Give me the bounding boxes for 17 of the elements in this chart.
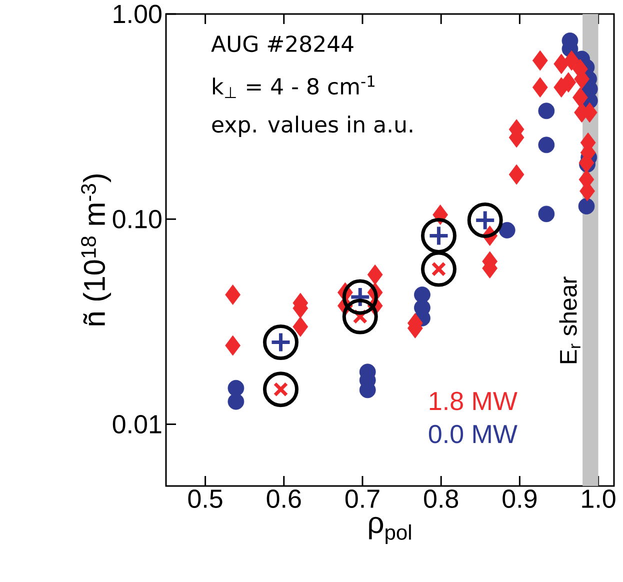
y-tick-label: 0.01 xyxy=(112,415,162,434)
band-label: E$_{r}$ shear xyxy=(559,276,580,364)
x-axis-title: ρ$_{pol}$ xyxy=(369,516,411,544)
y-tick-label: 0.10 xyxy=(112,210,162,228)
annotation: exp. values in a.u. xyxy=(212,116,412,137)
annotation: k$_{⊥}$ = 4 - 8 cm$^{-1}$ xyxy=(212,76,374,98)
x-tick-label: 1.0 xyxy=(582,490,616,508)
x-tick-label: 0.5 xyxy=(188,490,222,508)
annotation: AUG #28244 xyxy=(211,35,354,52)
x-tick-label: 0.9 xyxy=(502,490,537,508)
x-tick-label: 0.8 xyxy=(424,490,458,508)
text: 1.8 MW xyxy=(430,392,518,410)
y-tick-label: 1.00 xyxy=(114,4,162,24)
x-tick-label: 0.7 xyxy=(345,490,380,508)
x-tick-label: 0.6 xyxy=(266,490,301,508)
text: 0.0 MW xyxy=(428,424,518,444)
y-axis-title: ñ (10$^{18}$ m$^{-3}$) xyxy=(81,174,111,326)
